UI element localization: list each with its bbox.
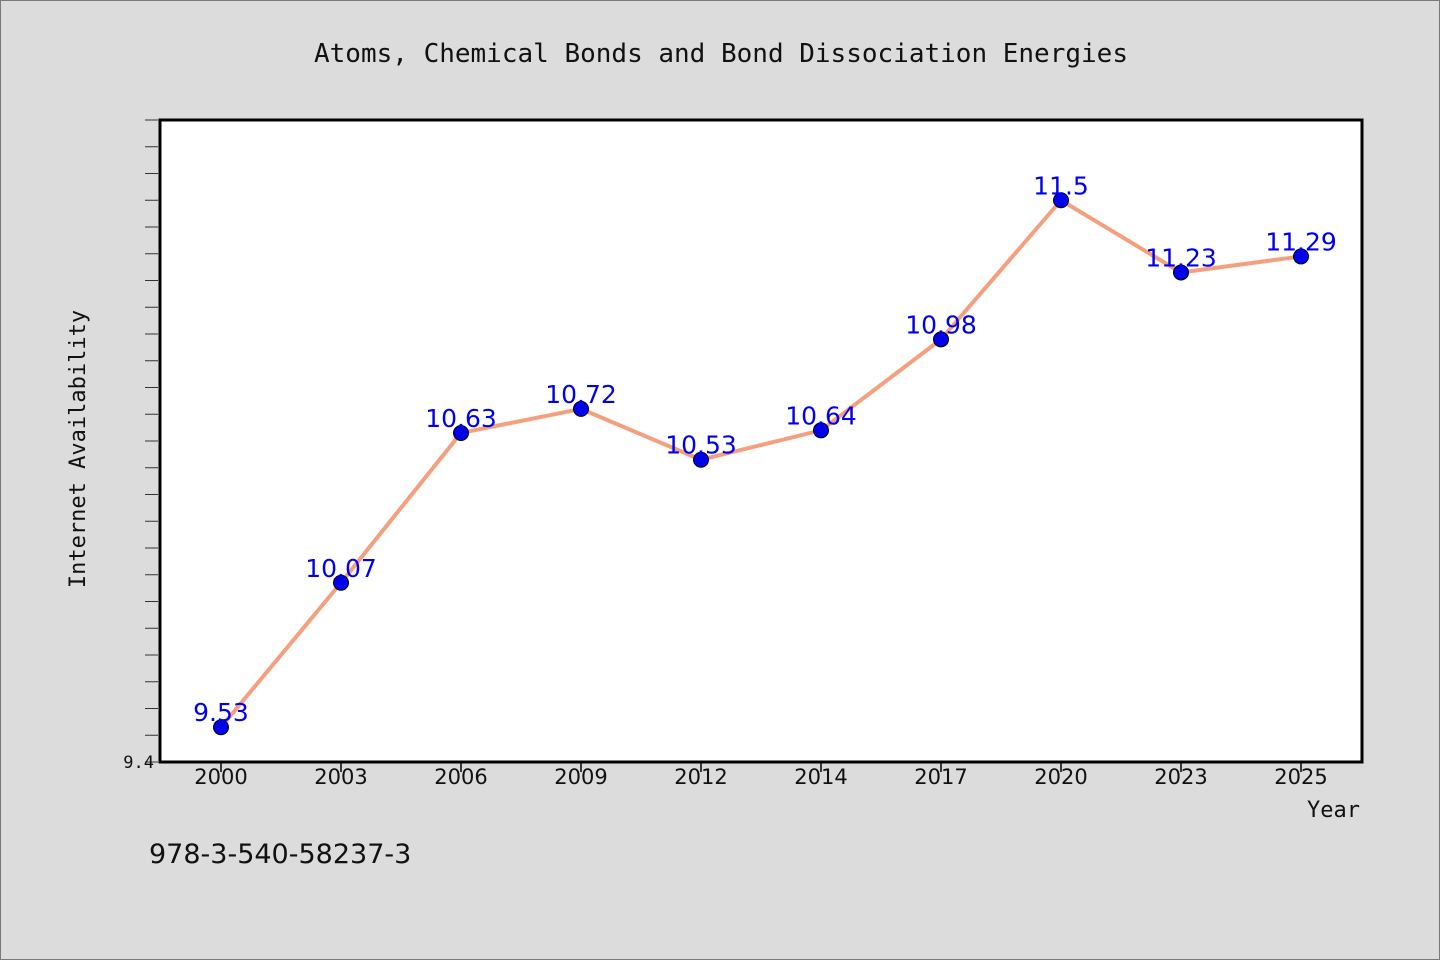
x-tick-label: 2023 bbox=[1154, 765, 1207, 789]
data-label: 10.64 bbox=[785, 401, 857, 430]
x-tick-label: 2017 bbox=[914, 765, 967, 789]
x-axis-label: Year bbox=[1307, 798, 1360, 823]
data-point bbox=[1173, 264, 1189, 281]
data-point bbox=[813, 422, 829, 439]
x-tick-label: 2009 bbox=[554, 765, 607, 789]
data-series: 9.53 10.07 10.63 10.72 10.53 10.64 10.98 11.5 11… bbox=[193, 171, 1337, 736]
data-point bbox=[933, 331, 949, 348]
data-label: 10.98 bbox=[905, 310, 977, 339]
x-tick-label: 2000 bbox=[194, 765, 247, 789]
data-point bbox=[693, 451, 709, 468]
chart-title: Atoms, Chemical Bonds and Bond Dissociat… bbox=[314, 39, 1128, 69]
data-label: 9.53 bbox=[193, 698, 249, 727]
data-point bbox=[333, 574, 349, 591]
data-point bbox=[1293, 248, 1309, 265]
data-label: 11.23 bbox=[1145, 243, 1217, 272]
plot-area bbox=[158, 118, 1364, 764]
data-label: 10.72 bbox=[545, 380, 617, 409]
data-point bbox=[213, 719, 229, 736]
data-label: 10.07 bbox=[305, 554, 377, 583]
data-point bbox=[573, 400, 589, 417]
x-tick-label: 2006 bbox=[434, 765, 487, 789]
y-axis-label: Internet Availability bbox=[66, 310, 91, 588]
data-label: 10.53 bbox=[665, 431, 737, 460]
data-point bbox=[453, 424, 469, 441]
y-tick-label: 9.4 bbox=[123, 753, 154, 773]
series-line bbox=[219, 198, 1302, 729]
x-axis-ticks: 2000 2003 2006 2009 2012 2014 2017 2020 2023 2025 bbox=[194, 762, 1328, 789]
y-axis-ticks: 9.4 bbox=[123, 119, 158, 773]
data-label: 10.63 bbox=[425, 404, 497, 433]
x-tick-label: 2014 bbox=[794, 765, 847, 789]
data-label: 11.29 bbox=[1265, 227, 1337, 256]
x-tick-label: 2020 bbox=[1034, 765, 1087, 789]
data-point bbox=[1053, 192, 1069, 209]
x-tick-label: 2012 bbox=[674, 765, 727, 789]
isbn-text: 978-3-540-58237-3 bbox=[149, 839, 411, 870]
x-tick-label: 2025 bbox=[1274, 765, 1327, 789]
x-tick-label: 2003 bbox=[314, 765, 367, 789]
data-label: 11.5 bbox=[1033, 171, 1089, 200]
